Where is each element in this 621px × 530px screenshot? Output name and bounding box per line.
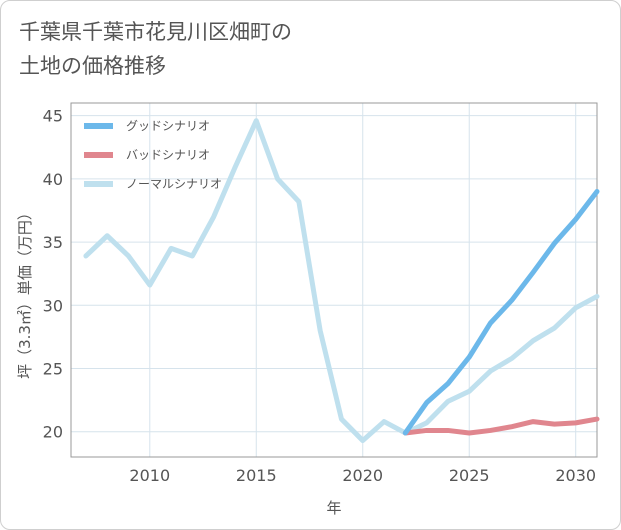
- series-line-normal: [83, 118, 600, 444]
- x-tick-label: 2010: [129, 466, 170, 485]
- x-tick-label: 2025: [449, 466, 490, 485]
- y-tick-label: 40: [43, 170, 63, 189]
- legend-label: ノーマルシナリオ: [126, 177, 222, 191]
- x-tick-label: 2015: [236, 466, 277, 485]
- chart-title: 千葉県千葉市花見川区畑町の 土地の価格推移: [19, 20, 292, 78]
- y-tick-label: 20: [43, 423, 63, 442]
- x-axis-label: 年: [326, 499, 341, 517]
- legend-label: バッドシナリオ: [126, 148, 210, 162]
- y-axis-label: 坪（3.3㎡）単価（万円）: [16, 205, 34, 379]
- y-tick-label: 45: [43, 107, 63, 126]
- series-layer: [83, 118, 600, 444]
- y-tick-label: 35: [43, 233, 63, 252]
- y-tick-label: 25: [43, 360, 63, 379]
- plot-frame: [70, 102, 598, 458]
- series-line-good: [402, 189, 600, 436]
- y-tick-label: 30: [43, 296, 63, 315]
- legend-label: グッドシナリオ: [126, 119, 210, 133]
- series-line-bad: [402, 416, 600, 436]
- x-tick-label: 2030: [555, 466, 596, 485]
- x-tick-label: 2020: [342, 466, 383, 485]
